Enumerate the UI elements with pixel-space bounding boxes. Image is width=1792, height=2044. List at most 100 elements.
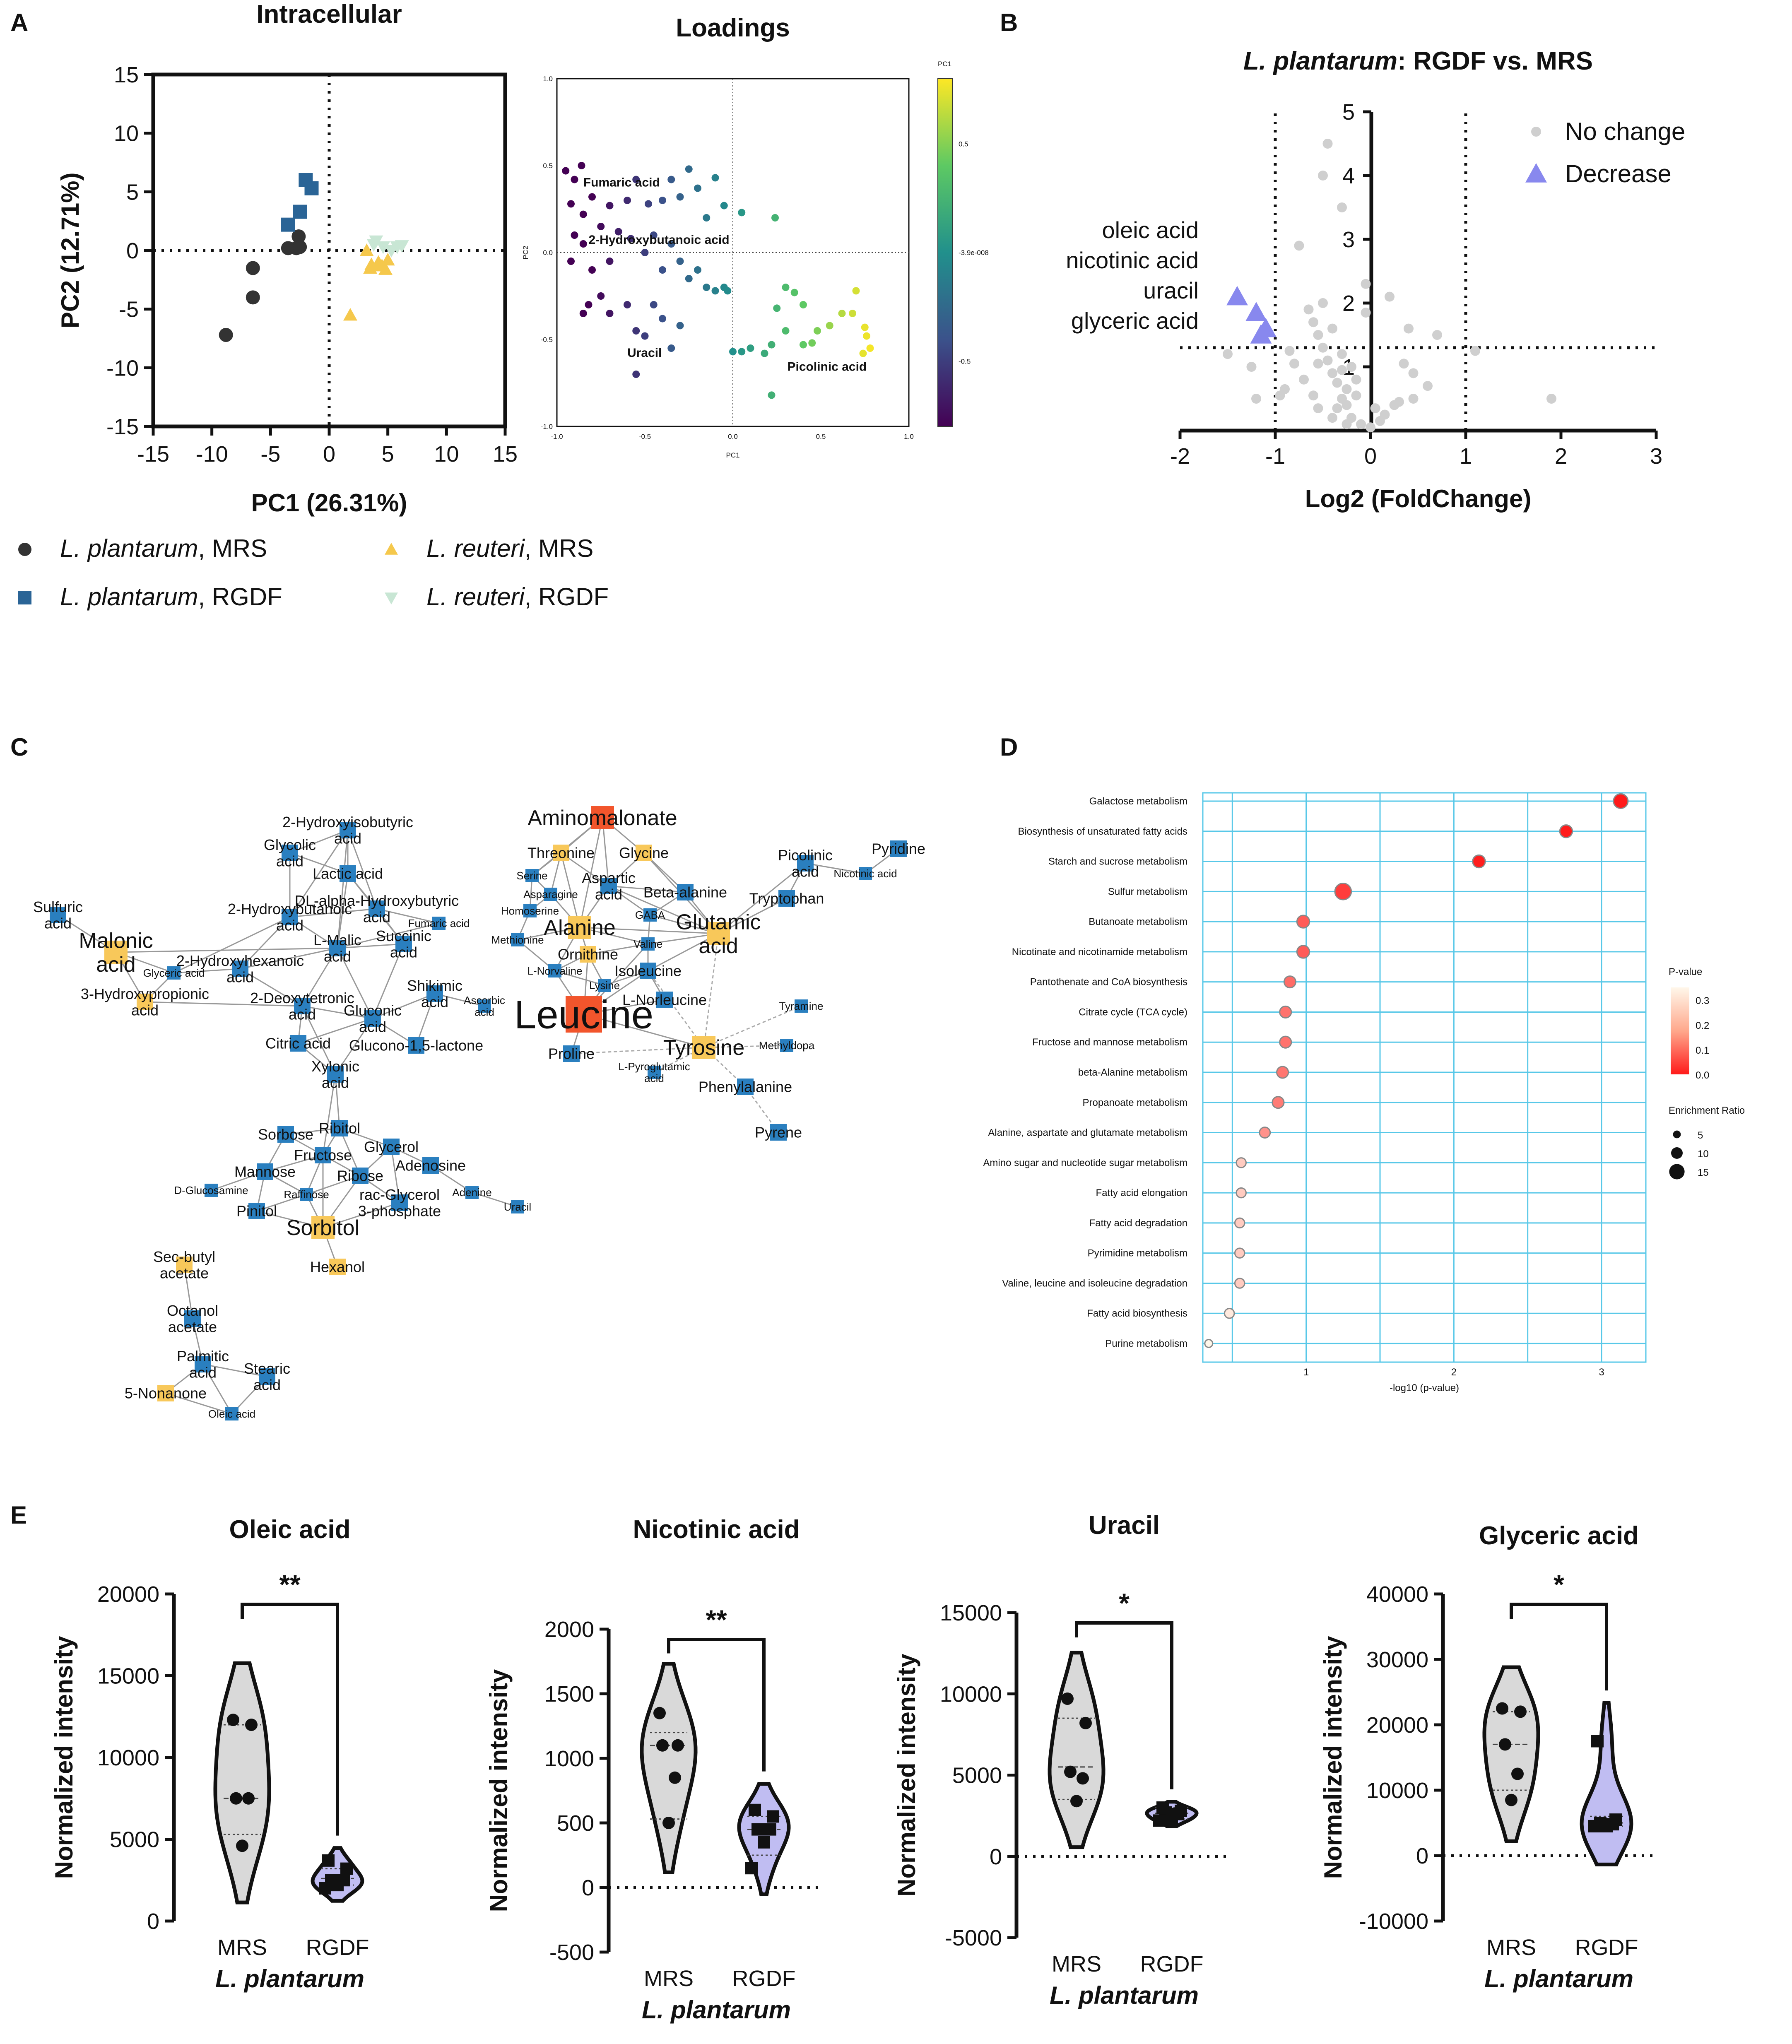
network-edge <box>239 916 291 970</box>
network-node-label: acid <box>334 830 361 847</box>
violin-point-mrs <box>653 1707 666 1719</box>
network-edge <box>337 943 404 949</box>
enrichment-pathway-label: Valine, leucine and isoleucine degradati… <box>1002 1278 1187 1289</box>
violin-plot: Nicotinic acid -500 0 500 1000 1500 2000 Normal… <box>485 1515 824 2024</box>
volcano-point-nochange <box>1294 241 1304 251</box>
enrichment-point <box>1334 883 1352 900</box>
network-node <box>369 900 385 917</box>
network-node-label: Hexanol <box>310 1259 365 1276</box>
loading-point <box>585 301 593 308</box>
network-node-label: L-Norleucine <box>622 992 707 1009</box>
volcano-point-nochange <box>1313 330 1323 340</box>
violin-point-rgdf <box>319 1882 331 1895</box>
violin-y-tick-label: 20000 <box>1366 1713 1428 1738</box>
network-node-label: acetate <box>168 1318 217 1335</box>
pca-title: Intracellular <box>256 0 402 29</box>
loading-point <box>614 228 622 236</box>
loading-point <box>738 209 746 217</box>
network-edge <box>285 1127 340 1135</box>
network-node <box>329 1259 346 1275</box>
pca-x-label: PC1 (26.31%) <box>251 489 407 517</box>
enrichment-pathway-label: Fatty acid elongation <box>1096 1187 1187 1199</box>
violin-x-label-rgdf: RGDF <box>306 1935 369 1960</box>
volcano-point-nochange <box>1284 346 1295 356</box>
violin-x-label-rgdf: RGDF <box>1575 1935 1638 1960</box>
network-edge <box>335 1074 340 1129</box>
volcano-points <box>1223 139 1556 433</box>
volcano-point-nochange <box>1394 397 1404 407</box>
pca-legend-label: L. plantarum, MRS <box>60 534 267 562</box>
network-edge-dashed <box>703 1005 802 1048</box>
loading-point <box>632 176 640 183</box>
violin-point-mrs <box>1505 1794 1517 1806</box>
network-node <box>327 1066 344 1083</box>
network-edge <box>335 1018 373 1075</box>
network-edge <box>390 1146 400 1203</box>
violin-point-rgdf <box>745 1862 758 1875</box>
violin-y-tick-label: 40000 <box>1366 1582 1428 1607</box>
violin-point-mrs <box>236 1839 248 1852</box>
volcano-point-nochange <box>1318 298 1328 308</box>
volcano-point-nochange <box>1327 368 1337 378</box>
network-node-label: Glycolic <box>264 836 316 853</box>
loading-point <box>768 391 776 399</box>
network-node <box>50 907 66 923</box>
network-node <box>248 1203 265 1219</box>
network-nodes: AminomalonateLeucine2-Hydroxyisobutyrica… <box>33 806 925 1420</box>
pca-legend-medium: , MRS <box>525 534 594 562</box>
network-edge <box>173 916 290 974</box>
loading-point <box>588 193 596 201</box>
violin-group-label: L. plantarum <box>1050 1981 1199 2009</box>
violin-x-label-mrs: MRS <box>1052 1952 1101 1977</box>
enrichment-pathway-label: Galactose metabolism <box>1089 796 1187 807</box>
violin-y-label: Normalized intensity <box>485 1669 513 1912</box>
network-node-label: Raffinose <box>284 1188 329 1201</box>
violin-plot-title: Nicotinic acid <box>633 1515 800 1544</box>
network-node-label: Glyceric acid <box>143 967 205 979</box>
volcano-point-decrease <box>1250 324 1272 344</box>
network-node-label: Ornithine <box>558 946 618 963</box>
network-node-label: 2-Deoxytetronic <box>250 989 354 1006</box>
network-node-label: DL-alpha-Hydroxybutyric <box>295 892 459 909</box>
violin-y-tick-label: 1000 <box>544 1746 594 1771</box>
network-edge <box>202 1363 267 1377</box>
network-node <box>395 936 412 952</box>
panel-letter-d: D <box>1000 733 1018 761</box>
violin-point-rgdf <box>1166 1813 1178 1825</box>
loading-point <box>676 322 684 330</box>
enrichment-pathway-label: Amino sugar and nucleotide sugar metabol… <box>983 1157 1187 1168</box>
network-node-label: Lactic acid <box>313 865 383 882</box>
loading-annotation: Fumaric acid <box>583 176 660 189</box>
pca-x-tick-label: 0 <box>323 442 335 467</box>
network-node <box>640 963 656 979</box>
enrichment-points <box>1204 793 1629 1348</box>
volcano-point-nochange <box>1332 378 1342 388</box>
violin-group-label: L. plantarum <box>642 1996 791 2024</box>
network-edge <box>165 1392 232 1415</box>
colorbar-tick-label: -0.5 <box>959 358 971 366</box>
enrichment-x-tick-label: 2 <box>1451 1367 1457 1378</box>
violin-point-mrs <box>656 1739 669 1752</box>
network-edge <box>289 830 349 917</box>
network-edge <box>579 927 719 934</box>
loadings-y-tick-label: 1.0 <box>543 75 553 83</box>
volcano-x-tick-label: 2 <box>1555 444 1567 469</box>
violin-y-label: Normalized intensity <box>893 1653 920 1896</box>
enrichment-x-ticks: 1 2 3 <box>1303 1367 1604 1378</box>
network-node-label: Glucono-1,5-lactone <box>349 1037 483 1054</box>
network-node <box>329 940 346 956</box>
volcano-point-decrease <box>1226 286 1248 306</box>
volcano-x-tick-label: 3 <box>1650 444 1662 469</box>
volcano-point-nochange <box>1380 409 1390 420</box>
pca-legend-medium: , MRS <box>198 534 267 562</box>
network-edge <box>302 1005 373 1019</box>
network-node-label: 3-phosphate <box>358 1202 441 1219</box>
pvalue-legend-tick: 0.2 <box>1696 1020 1709 1031</box>
violin-point-mrs <box>1064 1765 1077 1778</box>
network-node-label: acid <box>226 968 254 985</box>
loading-point <box>800 301 807 308</box>
volcano-point-nochange <box>1342 419 1352 429</box>
network-edge <box>116 947 338 953</box>
pca-x-tick-label: 5 <box>382 442 394 467</box>
volcano-legend-decrease-marker <box>1525 163 1547 183</box>
